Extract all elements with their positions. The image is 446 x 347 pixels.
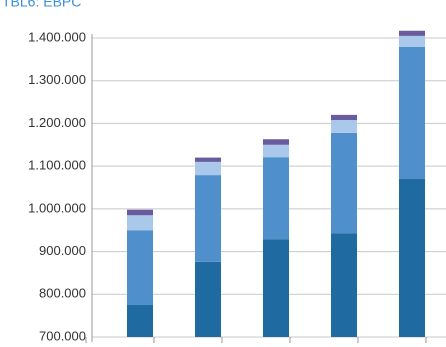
bar-segment bbox=[331, 132, 357, 234]
bar-segment bbox=[399, 30, 425, 36]
bar-segment bbox=[127, 209, 153, 216]
bar-segment bbox=[399, 46, 425, 179]
y-tick-label: 1.200.000 bbox=[28, 115, 86, 130]
bar-segment bbox=[195, 175, 221, 262]
bar-segment bbox=[263, 157, 289, 240]
bar-segment bbox=[399, 178, 425, 337]
bar-segment bbox=[195, 157, 221, 162]
y-tick-label: 800.000 bbox=[39, 286, 86, 301]
y-tick-label: 1.300.000 bbox=[28, 72, 86, 87]
y-tick-label: 900.000 bbox=[39, 243, 86, 258]
y-tick-label: 1.400.000 bbox=[28, 29, 86, 44]
bar-segment bbox=[263, 239, 289, 337]
y-tick-label: 1.000.000 bbox=[28, 200, 86, 215]
bar-segment bbox=[127, 215, 153, 231]
bar-segment bbox=[263, 139, 289, 145]
bar-segment bbox=[127, 304, 153, 337]
y-tick-label: 1.100.000 bbox=[28, 158, 86, 173]
bar-segment bbox=[331, 114, 357, 121]
bar-segment bbox=[399, 35, 425, 47]
bar-segment bbox=[195, 161, 221, 176]
y-tick-label: 700.000 bbox=[39, 328, 86, 343]
bar-segment bbox=[263, 144, 289, 158]
bar-segment bbox=[127, 230, 153, 305]
bar-segment bbox=[195, 261, 221, 337]
chart-title: TBL6: EBPC bbox=[2, 0, 81, 10]
bar-segment bbox=[331, 120, 357, 133]
bar-segment bbox=[331, 233, 357, 337]
